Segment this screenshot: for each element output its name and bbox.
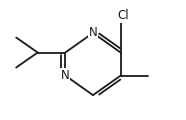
Text: N: N bbox=[61, 69, 70, 82]
Text: Cl: Cl bbox=[118, 9, 129, 22]
Text: N: N bbox=[89, 26, 97, 39]
